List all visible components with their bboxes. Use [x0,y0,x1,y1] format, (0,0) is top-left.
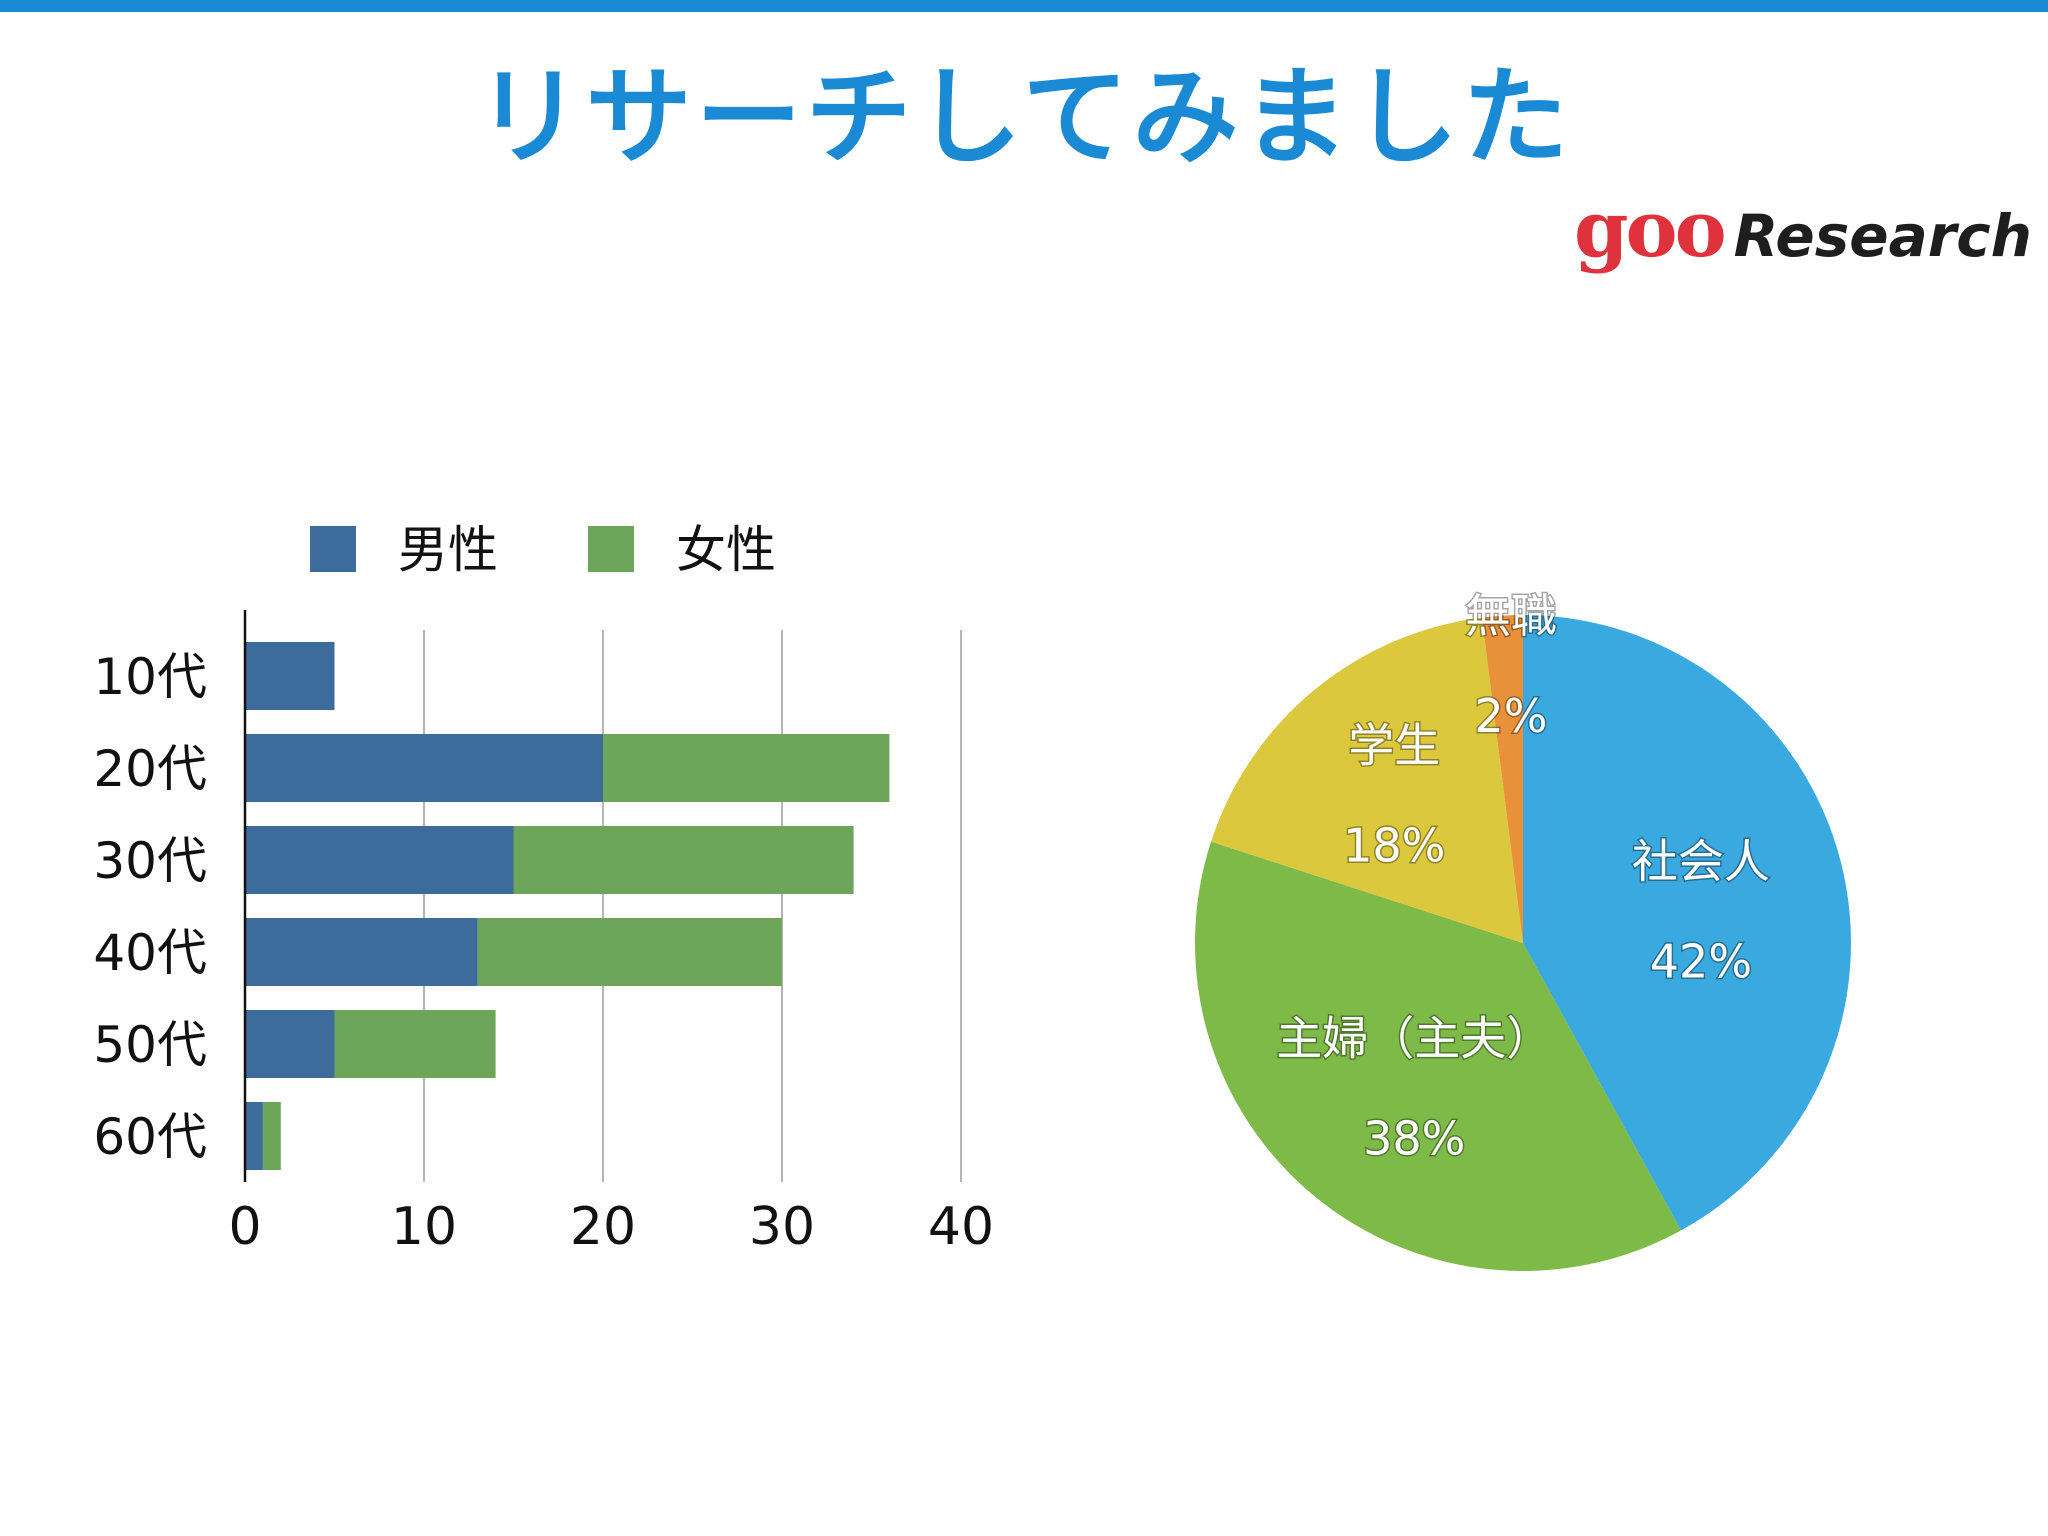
legend-label: 男性 [398,521,498,579]
x-tick-label: 10 [391,1197,457,1257]
x-tick-label: 30 [749,1197,815,1257]
x-tick-label: 40 [928,1197,994,1257]
x-tick-label: 0 [228,1197,261,1257]
logo-research-text: Research [1733,202,2032,270]
pie-slice-percent: 18% [1343,819,1445,873]
goo-research-logo: goo Research [1574,184,2032,275]
bar-male [245,826,514,894]
slide-title: リサーチしてみました [475,56,1573,179]
pie-slice [1195,841,1682,1271]
category-label: 40代 [93,924,207,982]
pie-slice-percent: 42% [1650,934,1752,988]
pie-slice-percent: 38% [1363,1111,1465,1165]
category-label: 50代 [93,1016,207,1074]
age-gender-bar-chart: 0 10 20 30 40 10代 20代 30代 40代 50代 60代 男性 女性 [93,521,994,1257]
bar-male [245,642,335,710]
pie-slice [1481,615,1523,943]
category-label: 20代 [93,740,207,798]
pie-slice-name: 主婦（主夫） [1276,1011,1552,1065]
bar-female [334,1010,496,1078]
logo-goo-text: goo [1574,184,1727,275]
category-label: 30代 [93,832,207,890]
legend-swatch [310,526,356,572]
bar-male [245,734,603,802]
legend-swatch [588,526,634,572]
bar-female [513,826,854,894]
top-accent-bar [0,0,2048,12]
pie-slice-name: 無職 [1465,589,1557,643]
x-tick-label: 20 [570,1197,636,1257]
bar-male [245,1102,263,1170]
bar-male [245,918,478,986]
bar-male [245,1010,335,1078]
bar-female [262,1102,281,1170]
pie-slice-name: 学生 [1348,719,1440,773]
bar-female [477,918,782,986]
occupation-pie-chart: 社会人 42% 主婦（主夫） 38% 学生 18% 無職 2% [1195,588,1851,1271]
pie-slice-name: 社会人 [1632,834,1770,888]
pie-slice [1523,615,1851,1231]
category-label: 10代 [93,648,207,706]
bar-female [603,734,890,802]
pie-slice [1211,617,1523,943]
pie-slice-percent: 2% [1475,689,1548,743]
category-label: 60代 [93,1108,207,1166]
legend-label: 女性 [676,521,776,579]
